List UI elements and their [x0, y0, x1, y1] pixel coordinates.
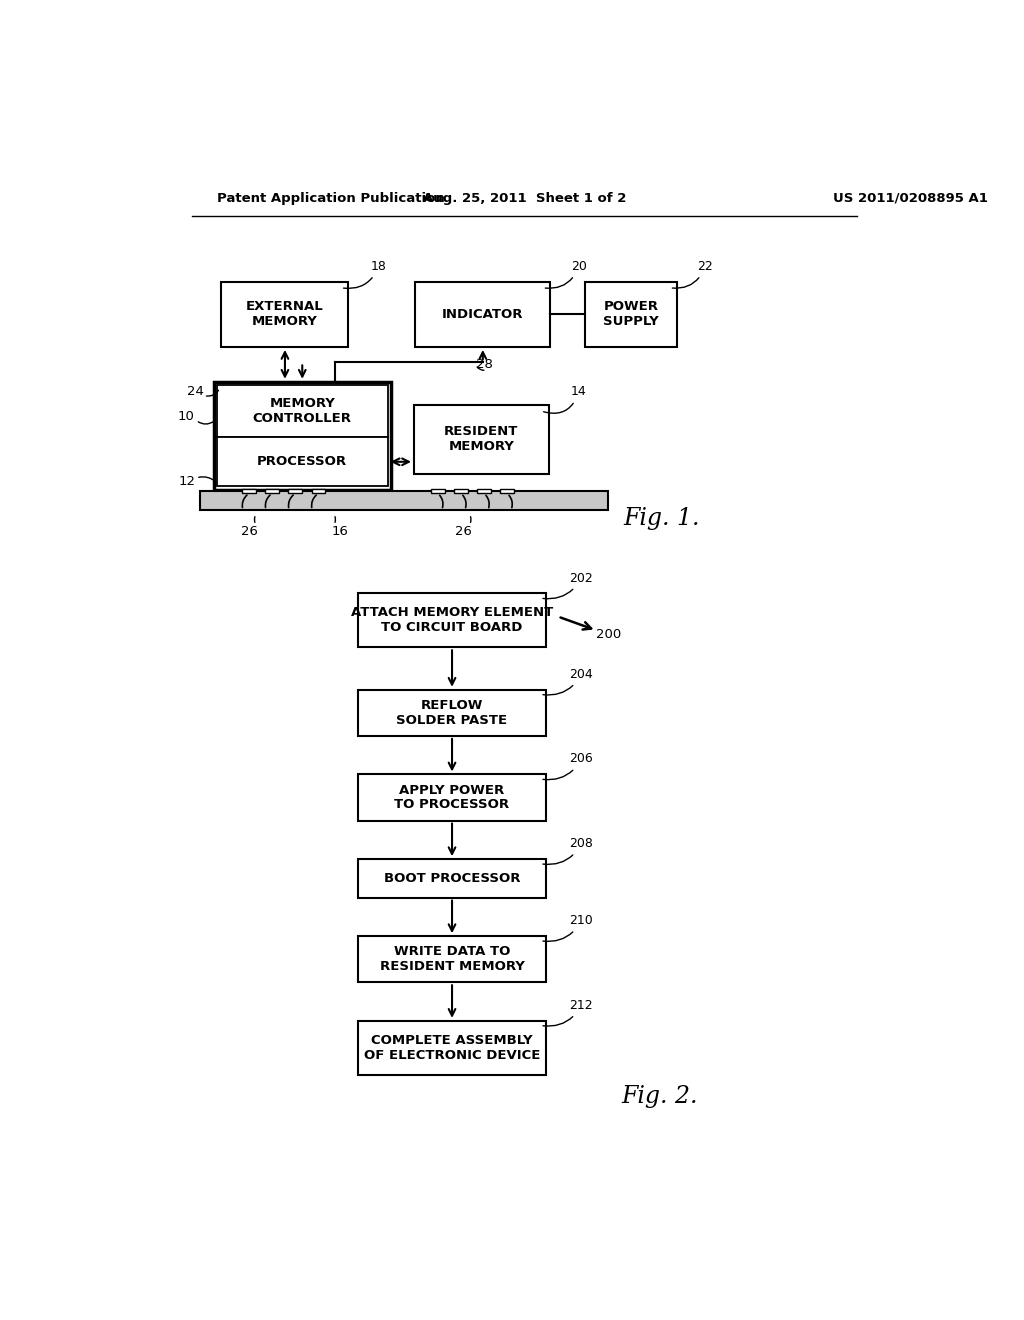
FancyBboxPatch shape: [414, 405, 549, 474]
Text: 28: 28: [475, 358, 493, 371]
Text: 24: 24: [186, 385, 204, 399]
FancyBboxPatch shape: [357, 859, 547, 898]
FancyBboxPatch shape: [585, 281, 677, 347]
FancyBboxPatch shape: [357, 936, 547, 982]
Text: INDICATOR: INDICATOR: [442, 308, 523, 321]
FancyBboxPatch shape: [311, 488, 326, 494]
FancyBboxPatch shape: [217, 385, 388, 437]
Text: 18: 18: [343, 260, 387, 288]
Text: WRITE DATA TO
RESIDENT MEMORY: WRITE DATA TO RESIDENT MEMORY: [380, 945, 524, 973]
Text: POWER
SUPPLY: POWER SUPPLY: [603, 301, 658, 329]
FancyBboxPatch shape: [416, 281, 550, 347]
Text: 210: 210: [543, 915, 593, 941]
FancyBboxPatch shape: [214, 381, 391, 490]
FancyBboxPatch shape: [221, 281, 348, 347]
Text: Patent Application Publication: Patent Application Publication: [217, 191, 444, 205]
FancyBboxPatch shape: [357, 689, 547, 737]
Text: Fig. 2.: Fig. 2.: [622, 1085, 698, 1107]
Text: REFLOW
SOLDER PASTE: REFLOW SOLDER PASTE: [396, 698, 508, 727]
FancyBboxPatch shape: [200, 491, 608, 511]
Text: 10: 10: [177, 409, 195, 422]
Text: 16: 16: [332, 525, 348, 539]
Text: COMPLETE ASSEMBLY
OF ELECTRONIC DEVICE: COMPLETE ASSEMBLY OF ELECTRONIC DEVICE: [364, 1034, 541, 1061]
Text: 20: 20: [545, 260, 587, 288]
FancyBboxPatch shape: [357, 775, 547, 821]
Text: 202: 202: [543, 572, 593, 599]
FancyBboxPatch shape: [217, 437, 388, 487]
FancyBboxPatch shape: [265, 488, 280, 494]
Text: EXTERNAL
MEMORY: EXTERNAL MEMORY: [246, 301, 324, 329]
Text: 208: 208: [543, 837, 593, 865]
FancyBboxPatch shape: [289, 488, 302, 494]
FancyBboxPatch shape: [431, 488, 444, 494]
FancyBboxPatch shape: [477, 488, 490, 494]
Text: US 2011/0208895 A1: US 2011/0208895 A1: [833, 191, 988, 205]
Text: 14: 14: [544, 385, 587, 413]
Text: MEMORY
CONTROLLER: MEMORY CONTROLLER: [253, 397, 352, 425]
FancyBboxPatch shape: [454, 488, 468, 494]
Text: 204: 204: [543, 668, 593, 696]
Text: 22: 22: [673, 260, 713, 288]
Text: 206: 206: [543, 752, 593, 780]
Text: ATTACH MEMORY ELEMENT
TO CIRCUIT BOARD: ATTACH MEMORY ELEMENT TO CIRCUIT BOARD: [351, 606, 553, 635]
Text: RESIDENT
MEMORY: RESIDENT MEMORY: [444, 425, 518, 454]
Text: APPLY POWER
TO PROCESSOR: APPLY POWER TO PROCESSOR: [394, 784, 510, 812]
Text: BOOT PROCESSOR: BOOT PROCESSOR: [384, 871, 520, 884]
FancyBboxPatch shape: [243, 488, 256, 494]
Text: 26: 26: [242, 525, 258, 539]
Text: 26: 26: [455, 525, 472, 539]
Text: Aug. 25, 2011  Sheet 1 of 2: Aug. 25, 2011 Sheet 1 of 2: [423, 191, 627, 205]
FancyBboxPatch shape: [357, 594, 547, 647]
Text: PROCESSOR: PROCESSOR: [257, 455, 347, 469]
Text: 12: 12: [179, 475, 196, 488]
Text: 212: 212: [543, 999, 593, 1026]
FancyBboxPatch shape: [500, 488, 514, 494]
FancyBboxPatch shape: [357, 1020, 547, 1074]
Text: Fig. 1.: Fig. 1.: [624, 507, 699, 531]
Text: 200: 200: [596, 628, 622, 640]
